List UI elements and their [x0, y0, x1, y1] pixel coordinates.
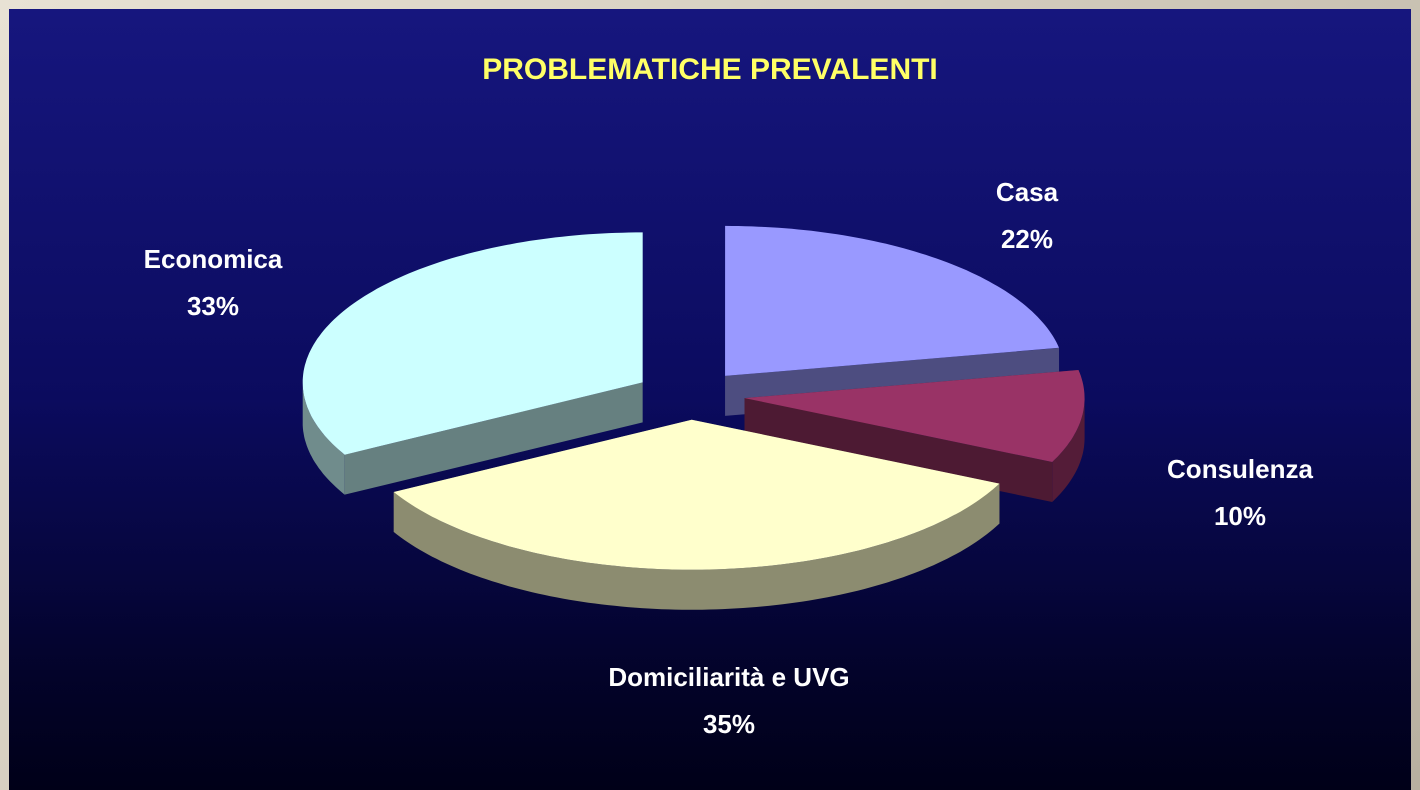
label-name: Domiciliarità e UVG: [608, 662, 850, 692]
label-name: Casa: [995, 177, 1059, 207]
slice-radial-side: [744, 398, 1053, 502]
data-label: Consulenza 10%: [1110, 446, 1370, 540]
slice-outer-side: [393, 483, 1000, 610]
slice-top: [744, 370, 1085, 462]
label-value: 22%: [1000, 224, 1054, 254]
pie: [302, 225, 1085, 610]
data-label: Domiciliarità e UVG 35%: [589, 654, 869, 748]
data-label: Economica 33%: [83, 236, 343, 330]
slice-outer-side: [302, 382, 345, 495]
label-name: Consulenza: [1167, 454, 1313, 484]
label-value: 33%: [186, 291, 240, 321]
slice: [393, 419, 1000, 610]
slice-top: [302, 232, 643, 455]
slice-outer-side: [1052, 398, 1085, 502]
label-value: 10%: [1213, 501, 1267, 531]
label-name: Economica: [143, 244, 283, 274]
slice-top: [393, 419, 1000, 570]
slice-top: [725, 225, 1059, 376]
chart-title: PROBLEMATICHE PREVALENTI: [482, 53, 938, 86]
slice: [744, 369, 1085, 502]
slice-radial-side: [344, 382, 643, 495]
label-value: 35%: [702, 709, 756, 739]
slice: [302, 232, 643, 495]
chart: PROBLEMATICHE PREVALENTI Casa 22% Consulen…: [9, 9, 1411, 790]
data-label: Casa 22%: [897, 169, 1157, 263]
